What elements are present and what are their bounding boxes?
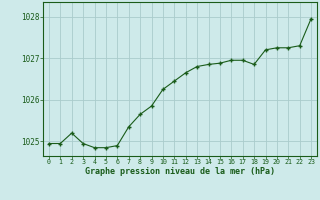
X-axis label: Graphe pression niveau de la mer (hPa): Graphe pression niveau de la mer (hPa) (85, 167, 275, 176)
